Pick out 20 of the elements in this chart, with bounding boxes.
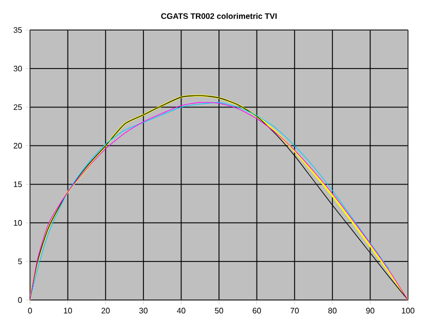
- y-tick-label: 25: [14, 104, 22, 110]
- x-tick-label: 20: [102, 308, 110, 314]
- x-tick-label: 80: [328, 308, 337, 314]
- x-tick-label: 60: [252, 308, 261, 314]
- x-tick-label: 50: [214, 308, 224, 314]
- x-tick-label: 0: [28, 308, 32, 314]
- x-tick-label: 30: [139, 308, 148, 314]
- x-tick-label: 40: [176, 308, 186, 314]
- y-tick-label: 30: [14, 66, 22, 72]
- chart-title: CGATS TR002 colorimetric TVI: [161, 13, 277, 19]
- y-tick-label: 0: [18, 297, 22, 303]
- x-tick-label: 10: [64, 308, 72, 314]
- y-tick-label: 15: [14, 181, 22, 188]
- y-tick-label: 35: [14, 27, 22, 33]
- x-tick-label: 100: [402, 308, 414, 314]
- y-tick-label: 5: [18, 258, 22, 264]
- x-tick-label: 90: [366, 308, 374, 314]
- y-tick-label: 20: [14, 142, 22, 149]
- y-tick-label: 10: [14, 220, 22, 226]
- x-tick-label: 70: [290, 308, 299, 314]
